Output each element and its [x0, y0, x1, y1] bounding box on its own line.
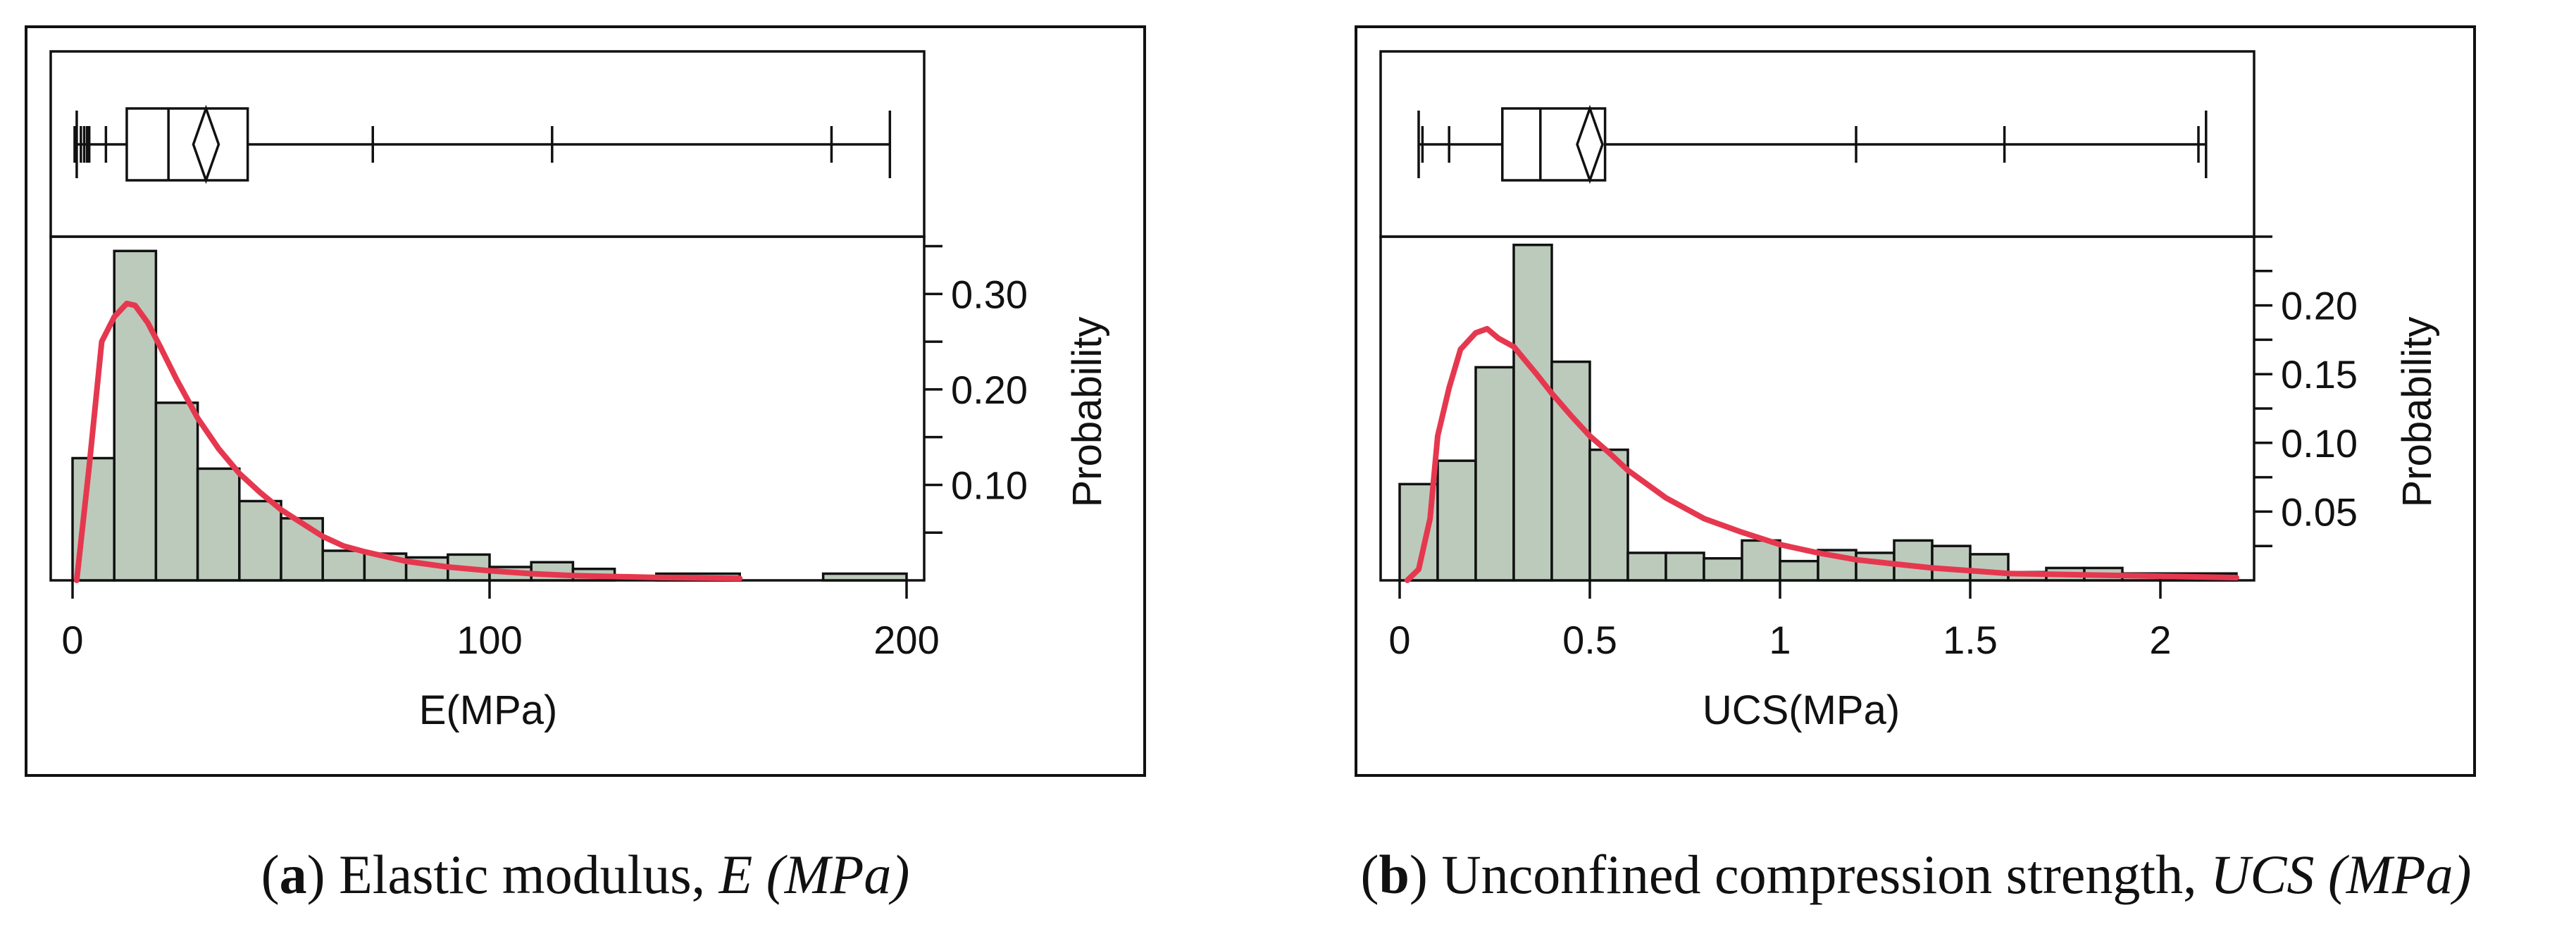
panel-a-marks: 0.10 0.20 0.30 0 100 200 [61, 104, 1028, 662]
panel-b-histogram-bar [1855, 551, 1896, 582]
panel-a-frame [25, 25, 1146, 777]
panel-b: 0.05 0.10 0.15 0.20 0 0.5 1 1.5 2 UCS(MPa) Proba… [1355, 25, 2476, 905]
panel-b-x-tick-label: 1 [1769, 618, 1791, 662]
panel-b-histogram-bar [1474, 366, 1515, 582]
panel-b-histogram-bar [1931, 544, 1972, 582]
panel-b-x-label: UCS(MPa) [1703, 687, 1900, 733]
panel-a-x-tick-label: 100 [456, 618, 522, 662]
panel-b-histogram-bar [1588, 448, 1629, 582]
panel-b-histogram-bar [1741, 539, 1781, 582]
panel-b-histogram-bar [1779, 559, 1819, 582]
panel-b-y-tick-label: 0.10 [2281, 421, 2358, 466]
panel-a-histogram-bar [280, 517, 324, 582]
panel-a-caption-label: a [280, 844, 307, 905]
panel-b-caption-symbol: UCS (MPa) [2210, 844, 2471, 905]
panel-a-x-tick-label: 200 [873, 618, 939, 662]
panel-a-histogram-bar [154, 401, 199, 582]
panel-a-fit-curve [73, 300, 743, 583]
panel-b-histogram-bar [1893, 539, 1934, 582]
panel-a-histogram-bar [821, 572, 908, 582]
panel-a: 0.10 0.20 0.30 0 100 200 E(MPa) Probability (… [25, 25, 1146, 905]
panel-b-histogram-bar [1665, 551, 1705, 582]
panel-b-marks: 0.05 0.10 0.15 0.20 0 0.5 1 1.5 2 [1388, 104, 2358, 662]
panel-b-histogram-bar [1626, 551, 1667, 582]
panel-a-x-label: E(MPa) [419, 687, 558, 733]
panel-a-y-tick-label: 0.30 [951, 272, 1028, 316]
panel-a-histogram-bar [196, 467, 241, 582]
panel-b-x-tick-label: 0 [1388, 618, 1410, 662]
panel-b-caption-text: Unconfined compression strength, [1428, 844, 2210, 905]
panel-b-caption: (b) Unconfined compression strength, UCS… [1360, 844, 2471, 905]
panel-b-x-tick-label: 0.5 [1562, 618, 1617, 662]
panel-b-fit-curve [1404, 325, 2239, 583]
panel-a-caption-text: Elastic modulus, [325, 844, 719, 905]
panel-b-histogram-bar [1512, 243, 1553, 582]
panel-a-boxplot-mean-diamond [192, 104, 220, 185]
panel-a-histogram-bar [113, 249, 158, 582]
panel-b-histogram-bar [1436, 459, 1477, 582]
panel-a-histogram-bar [238, 499, 282, 582]
panel-b-histogram-bar [1703, 557, 1743, 582]
panel-b-x-tick-label: 2 [2149, 618, 2171, 662]
panel-a-y-tick-label: 0.10 [951, 463, 1028, 507]
panel-b-y-tick-label: 0.15 [2281, 352, 2358, 397]
panel-b-frame [1355, 25, 2476, 777]
panel-b-histogram-bar [1550, 360, 1591, 582]
panel-b-caption-label: b [1379, 844, 1409, 905]
panel-a-y-tick-label: 0.20 [951, 368, 1028, 412]
panel-b-x-tick-label: 1.5 [1943, 618, 1998, 662]
panel-a-caption-symbol: E (MPa) [718, 844, 910, 905]
panel-b-boxplot-mean-diamond [1576, 104, 1604, 185]
panel-a-x-tick-label: 0 [61, 618, 83, 662]
panel-b-histogram-bar [1969, 553, 2010, 582]
panel-b-y-tick-label: 0.20 [2281, 284, 2358, 328]
panel-b-y-tick-label: 0.05 [2281, 489, 2358, 534]
panel-a-boxplot-box [125, 107, 249, 182]
panel-b-y-label: Probability [2394, 317, 2440, 508]
panel-a-y-label: Probability [1064, 317, 1110, 508]
panel-a-histogram-bar [321, 549, 366, 582]
panel-a-caption: (a) Elastic modulus, E (MPa) [261, 844, 910, 905]
